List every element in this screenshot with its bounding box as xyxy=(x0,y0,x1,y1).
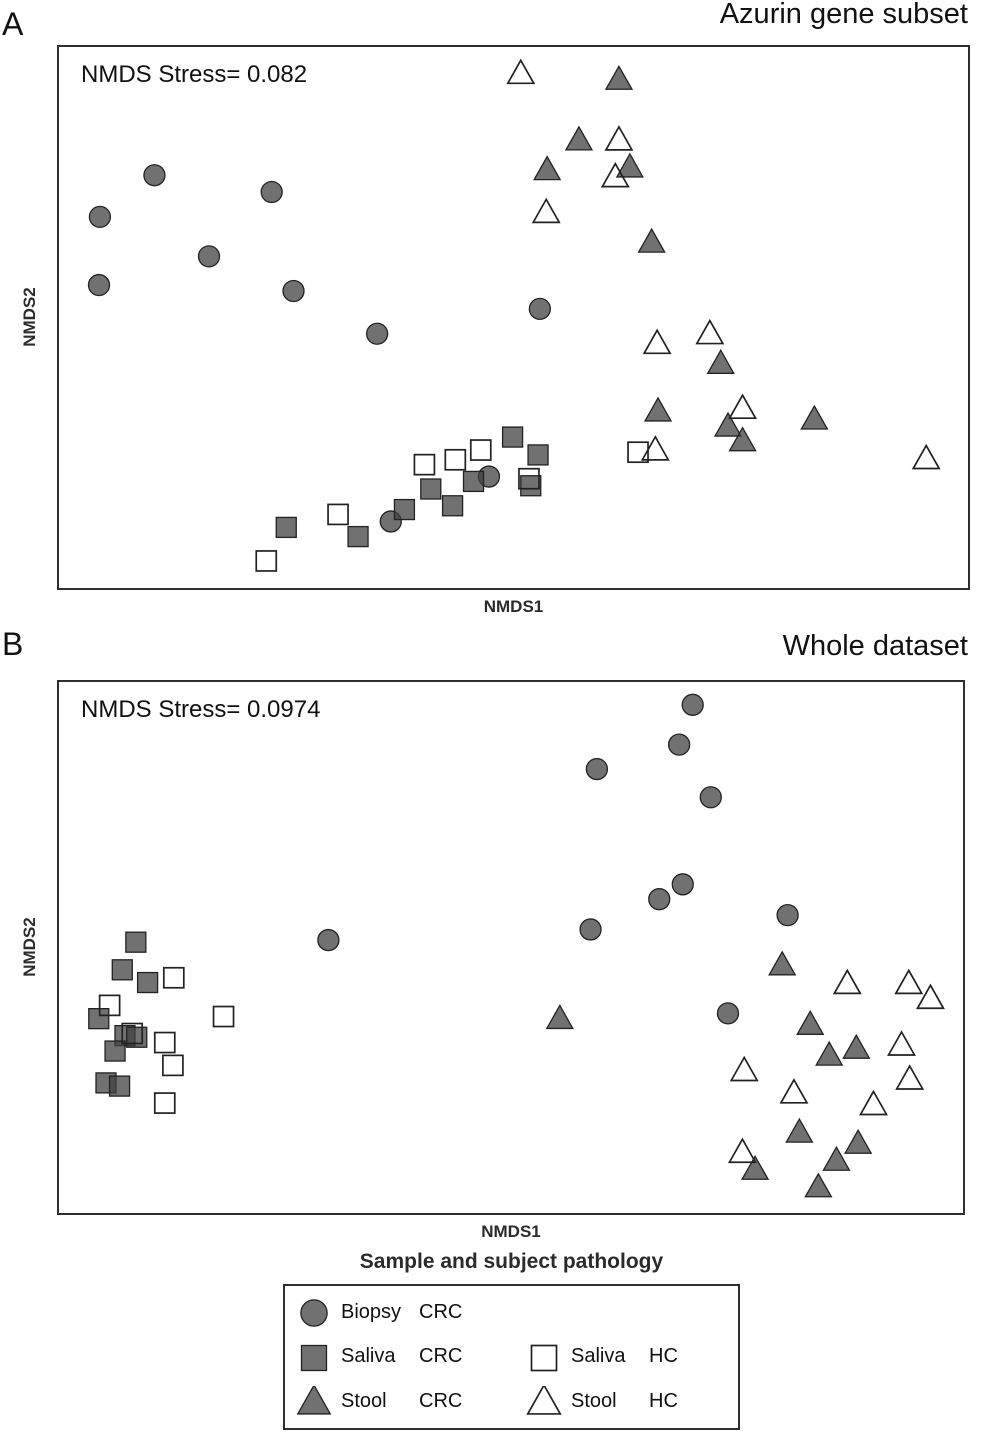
legend-item-stool-hc: Stool HC xyxy=(525,1382,738,1422)
panel-b-y-axis-label: NMDS2 xyxy=(20,917,39,977)
legend-item-biopsy-crc: Biopsy CRC xyxy=(295,1292,525,1332)
saliva-crc-marker-icon xyxy=(295,1341,333,1373)
legend-pathology-label: CRC xyxy=(419,1390,463,1413)
legend-sample-label: Stool xyxy=(571,1390,617,1413)
legend-sample-label: Saliva xyxy=(341,1345,396,1368)
panel-a-letter: A xyxy=(2,6,24,42)
legend-box: Biopsy CRC Saliva CRC Saliva HC Stool CR… xyxy=(283,1284,740,1430)
stool-hc-marker-icon xyxy=(525,1385,563,1418)
legend-item-stool-crc: Stool CRC xyxy=(295,1382,525,1422)
stool-crc-marker-icon xyxy=(295,1385,333,1418)
legend-item-saliva-hc: Saliva HC xyxy=(525,1337,738,1377)
legend-empty-cell xyxy=(525,1292,738,1332)
panel-b-title: Whole dataset xyxy=(782,630,968,662)
panel-a-title: Azurin gene subset xyxy=(719,0,968,30)
legend-pathology-label: HC xyxy=(649,1345,678,1368)
panel-a-x-axis-label: NMDS1 xyxy=(483,597,544,616)
legend-sample-label: Saliva xyxy=(571,1345,626,1368)
saliva-hc-marker-icon xyxy=(525,1341,563,1373)
legend-pathology-label: CRC xyxy=(419,1345,463,1368)
panel-b-scatter-plot xyxy=(88,693,945,1198)
panel-b-plot-area: NMDS Stress= 0.0974 xyxy=(57,680,965,1215)
legend-title: Sample and subject pathology xyxy=(359,1250,664,1273)
legend-item-saliva-crc: Saliva CRC xyxy=(295,1337,525,1377)
legend-pathology-label: HC xyxy=(649,1390,678,1413)
biopsy-crc-marker-icon xyxy=(295,1296,333,1328)
panel-a-plot-area: NMDS Stress= 0.082 xyxy=(57,45,970,590)
legend-sample-label: Stool xyxy=(341,1390,387,1413)
panel-a-y-axis-label: NMDS2 xyxy=(20,287,39,347)
legend-sample-label: Biopsy xyxy=(341,1300,402,1323)
panel-b-x-axis-label: NMDS1 xyxy=(481,1222,541,1241)
panel-b-letter: B xyxy=(2,626,24,662)
panel-a-scatter-plot xyxy=(87,58,941,572)
legend-pathology-label: CRC xyxy=(419,1300,463,1323)
